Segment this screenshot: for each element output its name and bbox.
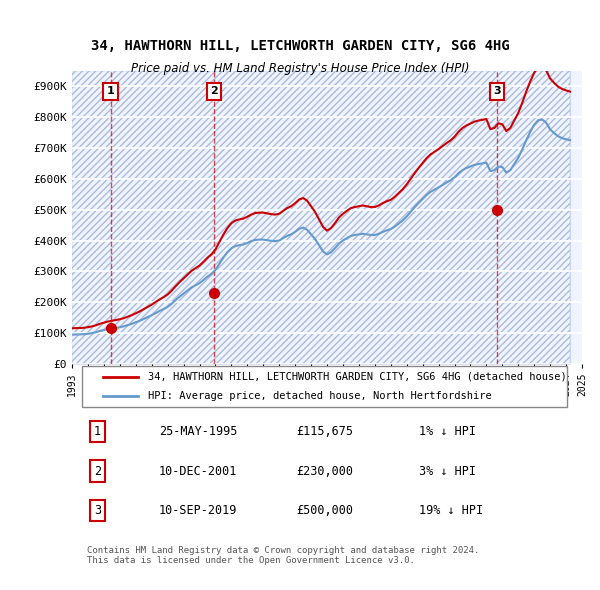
FancyBboxPatch shape bbox=[82, 366, 567, 407]
Text: £115,675: £115,675 bbox=[296, 425, 353, 438]
Text: 1: 1 bbox=[94, 425, 101, 438]
Text: 34, HAWTHORN HILL, LETCHWORTH GARDEN CITY, SG6 4HG (detached house): 34, HAWTHORN HILL, LETCHWORTH GARDEN CIT… bbox=[149, 372, 567, 382]
Text: Contains HM Land Registry data © Crown copyright and database right 2024.
This d: Contains HM Land Registry data © Crown c… bbox=[88, 546, 479, 565]
Text: 1: 1 bbox=[107, 86, 115, 96]
Text: 10-DEC-2001: 10-DEC-2001 bbox=[158, 464, 237, 477]
Text: 3% ↓ HPI: 3% ↓ HPI bbox=[419, 464, 476, 477]
Text: 3: 3 bbox=[493, 86, 501, 96]
Text: 2: 2 bbox=[210, 86, 218, 96]
Text: HPI: Average price, detached house, North Hertfordshire: HPI: Average price, detached house, Nort… bbox=[149, 391, 492, 401]
Text: 10-SEP-2019: 10-SEP-2019 bbox=[158, 504, 237, 517]
Text: £230,000: £230,000 bbox=[296, 464, 353, 477]
Text: 1% ↓ HPI: 1% ↓ HPI bbox=[419, 425, 476, 438]
Text: 25-MAY-1995: 25-MAY-1995 bbox=[158, 425, 237, 438]
Text: 19% ↓ HPI: 19% ↓ HPI bbox=[419, 504, 483, 517]
Text: 2: 2 bbox=[94, 464, 101, 477]
Text: £500,000: £500,000 bbox=[296, 504, 353, 517]
Text: Price paid vs. HM Land Registry's House Price Index (HPI): Price paid vs. HM Land Registry's House … bbox=[131, 62, 469, 75]
Text: 34, HAWTHORN HILL, LETCHWORTH GARDEN CITY, SG6 4HG: 34, HAWTHORN HILL, LETCHWORTH GARDEN CIT… bbox=[91, 39, 509, 53]
Text: 3: 3 bbox=[94, 504, 101, 517]
